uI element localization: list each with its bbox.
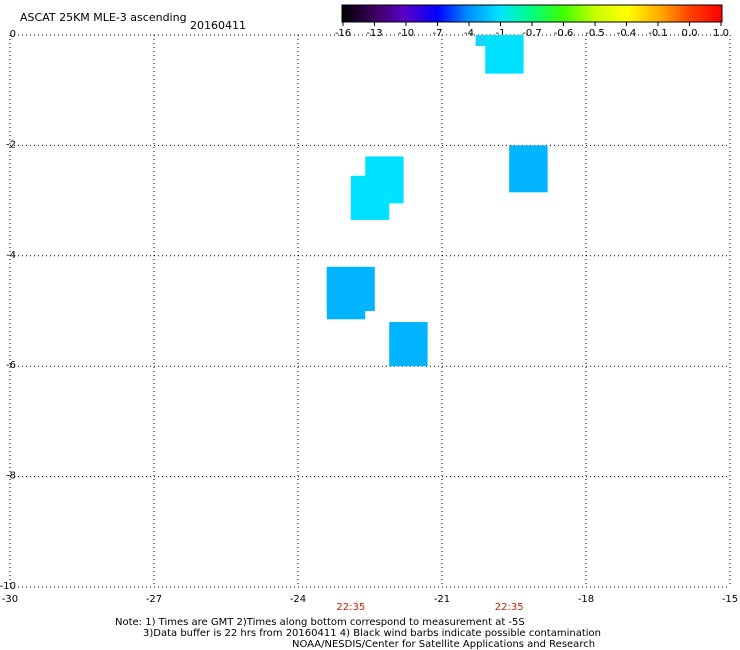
note-line-3: NOAA/NESDIS/Center for Satellite Applica…	[292, 639, 595, 650]
x-tick-label: -15	[722, 594, 738, 605]
colorbar-tick-label: -7	[433, 28, 443, 39]
axes: -30 -27 -24 -21 -18 -15 0 -2 -4 -6 -8 -10	[0, 29, 738, 605]
y-tick-label: -8	[6, 471, 16, 482]
y-tick-label: -6	[6, 360, 16, 371]
time-label: 22:35	[336, 602, 365, 613]
colorbar-tick-label: -0.6	[554, 28, 574, 39]
x-tick-label: -30	[2, 594, 18, 605]
colorbar-tick-label: 1.0	[713, 28, 729, 39]
colorbar-gradient-bar	[342, 5, 722, 22]
data-cell	[509, 145, 548, 193]
chart-title: ASCAT 25KM MLE-3 ascending	[20, 11, 187, 24]
data-cell	[350, 175, 390, 220]
y-tick-label: -2	[6, 139, 16, 150]
grid-lines	[9, 34, 731, 588]
data-cell	[389, 322, 428, 367]
data-cell	[326, 266, 366, 320]
colorbar-tick-label: -1	[496, 28, 506, 39]
colorbar-tick-label: -0.4	[617, 28, 637, 39]
note-line-2: 3)Data buffer is 22 hrs from 20160411 4)…	[143, 628, 601, 639]
colorbar-tick-label: -16	[335, 28, 351, 39]
colorbar-tick-label: -0.5	[585, 28, 605, 39]
colorbar-tick-label: 0.0	[682, 28, 698, 39]
colorbar-tick-label: -10	[398, 28, 414, 39]
x-tick-label: -18	[578, 594, 594, 605]
data-cells	[326, 35, 548, 367]
colorbar-tick-label: -13	[366, 28, 382, 39]
colorbar: -16 -13 -10 -7 -4 -1 -0.7 -0.6 -0.5 -0.4 -0.1 0.0 1.…	[335, 4, 729, 39]
note-line-1: Note: 1) Times are GMT 2)Times along bot…	[115, 617, 525, 628]
y-tick-label: -10	[0, 581, 16, 592]
x-tick-label: -24	[290, 594, 306, 605]
colorbar-tick-label: -4	[464, 28, 474, 39]
y-tick-label: 0	[10, 29, 16, 40]
y-tick-label: -4	[6, 250, 16, 261]
colorbar-tick-label: -0.1	[648, 28, 668, 39]
colorbar-tick-label: -0.7	[522, 28, 542, 39]
time-label: 22:35	[495, 602, 524, 613]
data-cell	[485, 35, 524, 74]
time-labels: 22:35 22:35	[336, 602, 523, 613]
x-tick-label: -21	[434, 594, 450, 605]
chart-date: 20160411	[190, 19, 246, 32]
x-tick-label: -27	[146, 594, 162, 605]
